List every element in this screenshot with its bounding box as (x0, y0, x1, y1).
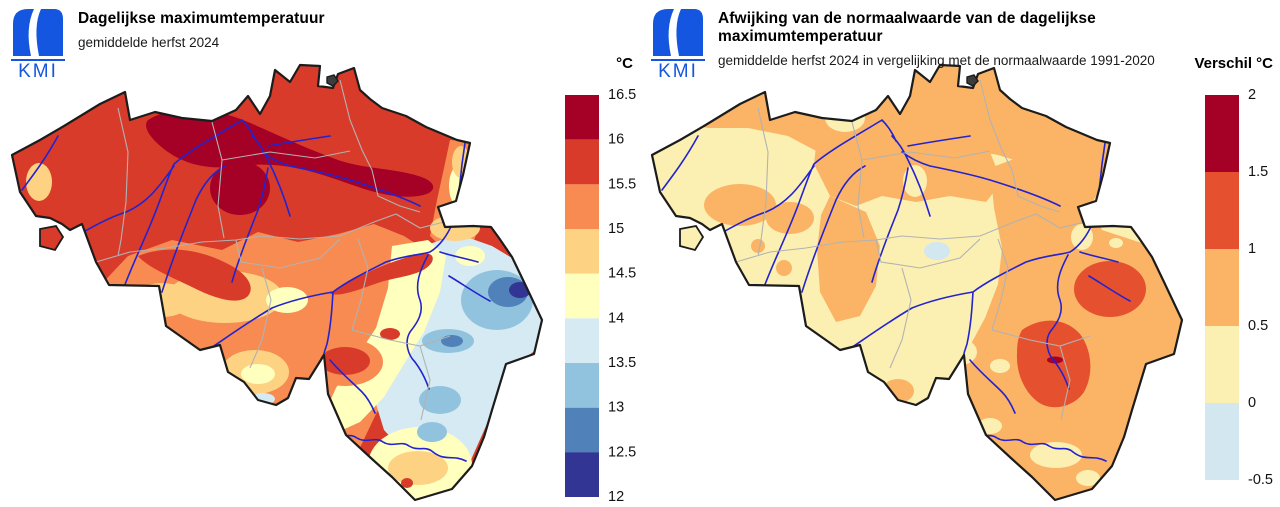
contour-lightblue-patch (924, 242, 950, 260)
contour-pale-south-5 (1076, 470, 1100, 486)
kmi-logo-shape-left (13, 9, 34, 56)
anomaly-field (652, 65, 1182, 500)
legend-swatch (565, 229, 599, 274)
contour-darkred-blob (210, 161, 270, 215)
legend-tick: 1.5 (1248, 164, 1268, 180)
kmi-logo: KMI (648, 6, 710, 82)
legend-swatch (565, 273, 599, 319)
contour-darkblue-2 (441, 335, 463, 347)
contour-lightorange-northeast (430, 215, 480, 241)
contour-orange-dot-1 (751, 239, 765, 253)
legend-swatch (565, 452, 599, 497)
legend-tick: 0 (1248, 395, 1256, 411)
kmi-logo-text: KMI (18, 61, 58, 80)
contour-pale-south-2 (1030, 442, 1082, 468)
map-header: Afwijking van de normaalwaarde van de da… (718, 10, 1258, 68)
contour-pale-vesdre (1071, 224, 1093, 250)
legend-tick: 16 (608, 132, 624, 148)
kmi-logo-shape-left (653, 9, 674, 56)
legend-tick: 15 (608, 221, 624, 237)
legend-tick: 13.5 (608, 355, 636, 371)
kmi-logo-graphic: KMI (11, 9, 65, 82)
legend-tick: 1 (1248, 241, 1256, 257)
legend-temperature: °C 16.5 16 15.5 15 14.5 14 13.5 13 12.5 (565, 55, 636, 505)
contour-pale-east-1 (1134, 189, 1156, 203)
legend-tick: 12 (608, 489, 624, 505)
kmi-logo-shape-right (36, 9, 63, 56)
legend-tick: 15.5 (608, 176, 636, 192)
map-subtitle: gemiddelde herfst 2024 (78, 35, 220, 50)
legend-swatch (1205, 403, 1239, 480)
contour-lightorange-southtip (388, 451, 448, 485)
contour-red-meuse (330, 253, 433, 295)
legend-swatch (565, 318, 599, 363)
contour-orange-east (964, 138, 1182, 500)
contour-lightorange-coast (26, 163, 52, 201)
contour-pale-east-2 (1109, 238, 1123, 248)
legend-unit-label: °C (616, 55, 633, 72)
contour-medblue-3 (417, 422, 447, 442)
map-header: Dagelijkse maximumtemperatuur gemiddelde… (78, 10, 618, 50)
legend-swatch (1205, 326, 1239, 403)
kmi-logo-shape-right (676, 9, 703, 56)
legend-tick: -0.5 (1248, 472, 1273, 488)
anomaly-map: Verschil °C 2 1.5 1 0.5 0 -0.5 (650, 55, 1273, 502)
legend-swatch (565, 407, 599, 453)
contour-orange-dot-2 (776, 260, 792, 276)
legend-unit-label: Verschil °C (1194, 55, 1273, 72)
kmi-logo: KMI (8, 6, 70, 82)
panel-anomaly: KMI Afwijking van de normaalwaarde van d… (640, 0, 1280, 507)
contour-orange-arm (817, 196, 880, 322)
contour-orange-south (923, 415, 973, 449)
contour-paleyellow-liege (455, 246, 485, 266)
legend-tick: 14 (608, 310, 624, 326)
temperature-map: °C 16.5 16 15.5 15 14.5 14 13.5 13 12.5 (10, 55, 636, 505)
legend-tick: 12.5 (608, 444, 636, 460)
contour-red-dot-south (401, 478, 413, 488)
contour-orange-centre (814, 128, 1002, 206)
contour-pale-south-1 (943, 339, 977, 365)
map-subtitle: gemiddelde herfst 2024 in vergelijking m… (718, 53, 1155, 68)
contour-orange-west-2 (766, 202, 814, 234)
map-title: Afwijking van de normaalwaarde van de da… (718, 10, 1096, 45)
contour-paleyellow-centre (266, 287, 308, 313)
temperature-field (12, 65, 542, 500)
legend-tick: 13 (608, 400, 624, 416)
legend-tick: 0.5 (1248, 318, 1268, 334)
contour-red-hotspot (320, 347, 370, 375)
contour-red-dot (380, 328, 400, 340)
legend-swatch (1205, 249, 1239, 326)
legend-tick: 14.5 (608, 266, 636, 282)
kmi-logo-text: KMI (658, 61, 698, 80)
legend-swatch (1205, 95, 1239, 172)
contour-darkred-spot (402, 177, 430, 195)
legend-swatch (1205, 172, 1239, 249)
legend-anomaly: Verschil °C 2 1.5 1 0.5 0 -0.5 (1194, 55, 1273, 488)
legend-swatch (565, 363, 599, 408)
contour-darkred-band (146, 109, 434, 197)
kmi-logo-graphic: KMI (651, 9, 705, 82)
contour-red-tongue (138, 249, 251, 301)
contour-pale-south-3 (990, 359, 1010, 373)
legend-swatch (565, 184, 599, 229)
legend-swatch (565, 139, 599, 185)
contour-medblue-2 (419, 386, 461, 414)
map-title: Dagelijkse maximumtemperatuur (78, 10, 325, 27)
contour-paleyellow-boot (241, 364, 275, 384)
contour-pale-brussels (903, 165, 927, 197)
legend-swatch (565, 95, 599, 140)
legend-tick: 2 (1248, 87, 1256, 103)
panel-temperature: KMI Dagelijkse maximumtemperatuur gemidd… (8, 6, 636, 505)
legend-tick: 16.5 (608, 87, 636, 103)
